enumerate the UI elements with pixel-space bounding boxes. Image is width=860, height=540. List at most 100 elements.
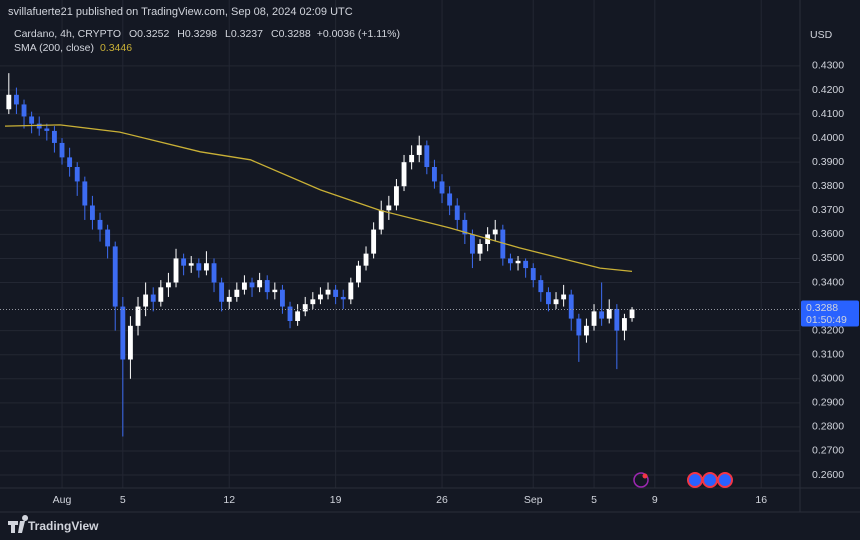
candle-body — [348, 282, 354, 300]
plot — [0, 73, 800, 437]
y-tick-label: 0.3900 — [812, 156, 844, 168]
candle-body — [317, 294, 323, 300]
candle-body — [546, 292, 551, 305]
candle-body — [424, 145, 430, 167]
ohlc-value: 0.3298 — [185, 28, 217, 40]
candle-body — [386, 205, 392, 211]
symbol: Cardano, 4h, CRYPTO — [14, 28, 121, 40]
event-icon[interactable] — [687, 472, 703, 488]
grid — [0, 0, 800, 488]
x-tick-label: 12 — [223, 494, 235, 506]
x-tick-label: 5 — [591, 494, 597, 506]
candle-body — [143, 294, 149, 307]
candle-body — [507, 258, 513, 264]
brand: TradingView — [28, 519, 99, 533]
candle-body — [538, 280, 544, 293]
candle-body — [492, 229, 498, 235]
sma-name: SMA (200, close) — [14, 42, 94, 54]
candle-body — [279, 289, 285, 307]
ohlc-value: 0.3237 — [231, 28, 263, 40]
candle-body — [6, 94, 12, 110]
candle-body — [302, 304, 308, 312]
candle-body — [264, 280, 270, 293]
y-tick-label: 0.3000 — [812, 373, 844, 385]
x-tick-label: Sep — [524, 494, 543, 506]
candle-body — [295, 311, 301, 322]
candle-body — [44, 128, 50, 131]
candle-body — [606, 308, 612, 319]
x-tick-label: Aug — [53, 494, 72, 506]
candle-body — [629, 309, 635, 319]
candle-body — [74, 166, 80, 182]
candle-body — [363, 253, 369, 266]
candle-body — [333, 289, 339, 297]
ohlc-value: 0.3252 — [137, 28, 169, 40]
candle-body — [393, 186, 399, 206]
x-tick-label: 16 — [755, 494, 767, 506]
y-tick-label: 0.2800 — [812, 421, 844, 433]
candle-body — [67, 157, 73, 167]
candle-body — [51, 130, 57, 143]
event-icon[interactable] — [702, 472, 718, 488]
y-tick-label: 0.3200 — [812, 324, 844, 336]
sma-legend: SMA (200, close) 0.3446 — [14, 42, 132, 54]
y-tick-label: 0.2600 — [812, 469, 844, 481]
event-dot — [642, 473, 648, 479]
x-tick-label: 5 — [120, 494, 126, 506]
ohlc-label: O — [129, 28, 137, 40]
x-tick-label: 19 — [330, 494, 342, 506]
candle-body — [249, 282, 255, 288]
event-icon[interactable] — [717, 472, 733, 488]
candle-body — [203, 263, 209, 271]
legend: Cardano, 4h, CRYPTO O0.3252 H0.3298 L0.3237… — [14, 28, 400, 40]
candle-body — [211, 263, 217, 283]
candle-body — [355, 265, 361, 283]
candle-body — [272, 289, 278, 293]
candle-body — [234, 289, 240, 297]
candle-body — [287, 306, 293, 322]
candle-body — [120, 306, 126, 360]
logo-icon — [8, 515, 29, 533]
x-tick-label: 9 — [652, 494, 658, 506]
candle-body — [257, 280, 263, 288]
currency-box — [801, 22, 859, 48]
candle-body — [181, 258, 187, 266]
y-tick-label: 0.3500 — [812, 252, 844, 264]
event-icon[interactable] — [633, 472, 649, 488]
candle-body — [226, 296, 232, 302]
candle-body — [127, 325, 133, 360]
sma-value: 0.3446 — [100, 42, 132, 54]
candle-body — [219, 282, 225, 302]
candle-body — [561, 294, 567, 300]
candle-body — [158, 287, 164, 302]
candle-body — [188, 263, 194, 266]
candle-body — [112, 246, 118, 307]
candle-body — [29, 116, 35, 124]
candle-body — [439, 181, 445, 194]
candle-body — [13, 94, 19, 105]
sma-line — [4, 124, 633, 273]
candle-body — [196, 263, 202, 271]
candle-body — [614, 308, 620, 331]
candle-body — [622, 318, 627, 331]
candle-body — [599, 311, 605, 319]
candle-body — [150, 294, 156, 302]
y-tick-label: 0.4000 — [812, 132, 844, 144]
candle-body — [21, 104, 27, 117]
candle-body — [59, 142, 65, 158]
candle-body — [378, 210, 384, 230]
candle-body — [165, 282, 171, 288]
candle-body — [340, 296, 346, 300]
candle-body — [325, 289, 331, 295]
candle-body — [431, 166, 437, 182]
candle-body — [500, 229, 506, 259]
candle-body — [401, 162, 407, 187]
y-tick-label: 0.4200 — [812, 84, 844, 96]
y-tick-label: 0.3600 — [812, 228, 844, 240]
currency: USD — [810, 29, 833, 41]
candle-body — [371, 229, 377, 254]
ohlc-value: 0.3288 — [279, 28, 311, 40]
candle-body — [416, 145, 422, 155]
candle-body — [447, 193, 453, 206]
